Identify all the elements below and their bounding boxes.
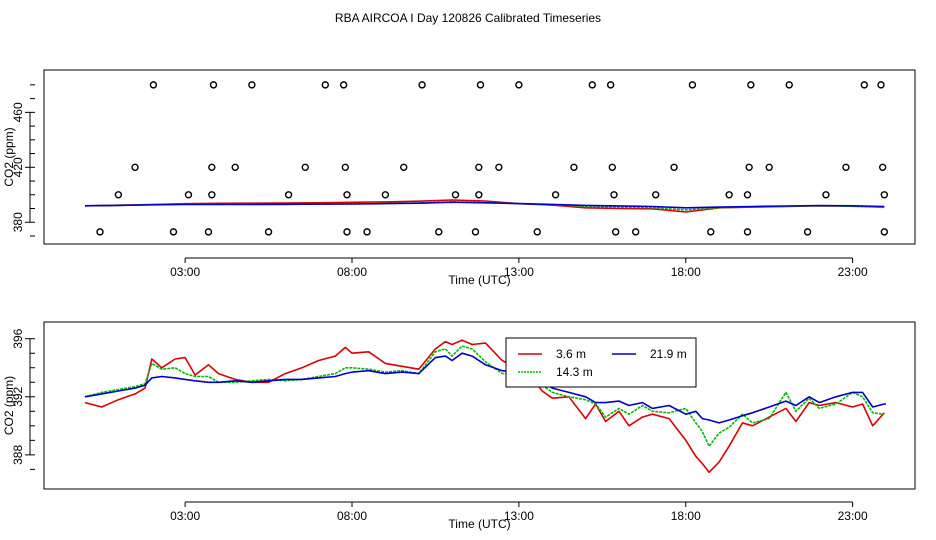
- data-point: [880, 191, 889, 199]
- data-point: [785, 81, 793, 89]
- data-point: [878, 163, 887, 172]
- data-point: [743, 191, 752, 199]
- data-point: [707, 228, 715, 236]
- data-point: [515, 81, 523, 89]
- data-point: [606, 81, 615, 89]
- series-line-21-9-m: [84, 201, 885, 209]
- x-axis-label: Time (UTC): [448, 517, 510, 531]
- legend-label: 21.9 m: [650, 347, 687, 361]
- data-point: [264, 228, 273, 236]
- y-tick-label: 460: [11, 102, 25, 122]
- x-tick-label: 13:00: [504, 265, 534, 279]
- data-point: [495, 163, 503, 172]
- data-point: [208, 163, 216, 172]
- data-point: [231, 163, 239, 172]
- data-point: [551, 191, 560, 199]
- data-point: [631, 228, 640, 236]
- legend: 3.6 m 14.3 m 21.9 m: [505, 337, 697, 388]
- data-point: [418, 81, 426, 89]
- y-tick-label: 420: [11, 157, 25, 177]
- x-axis: 03:00 08:00 13:00 18:00 23:00 Time (UTC): [170, 501, 868, 531]
- data-point: [533, 228, 541, 236]
- figure-title: RBA AIRCOA I Day 120826 Calibrated Times…: [335, 11, 601, 25]
- data-point: [208, 191, 216, 199]
- plot-frame: [43, 69, 916, 245]
- data-point: [743, 228, 752, 236]
- y-tick-label: 392: [11, 386, 25, 406]
- data-point: [381, 191, 390, 199]
- legend-label: 3.6 m: [556, 347, 586, 361]
- data-point: [842, 163, 850, 172]
- data-point: [610, 191, 618, 199]
- data-point: [688, 81, 697, 89]
- data-point: [96, 228, 104, 236]
- legend-label: 14.3 m: [556, 365, 593, 379]
- series-line-3-6-m: [84, 339, 885, 474]
- data-point: [860, 81, 869, 89]
- plot-frame: [43, 321, 916, 490]
- bottom-panel: 03:00 08:00 13:00 18:00 23:00 Time (UTC) 388 39…: [2, 321, 916, 531]
- data-point: [803, 228, 812, 236]
- data-point: [339, 81, 348, 89]
- data-point: [209, 81, 218, 89]
- x-tick-label: 08:00: [337, 265, 367, 279]
- data-point: [343, 228, 351, 236]
- data-point: [400, 163, 408, 172]
- x-tick-label: 18:00: [671, 509, 701, 523]
- data-point: [301, 163, 309, 172]
- data-point: [343, 191, 351, 199]
- data-point: [670, 163, 678, 172]
- data-point: [341, 163, 350, 172]
- y-axis-label: CO2 (ppm): [2, 127, 16, 186]
- data-point: [435, 228, 443, 236]
- data-point: [611, 228, 620, 236]
- x-axis-label: Time (UTC): [448, 273, 510, 287]
- x-tick-label: 13:00: [504, 509, 534, 523]
- data-point: [475, 191, 483, 199]
- data-point: [725, 191, 733, 199]
- data-point: [877, 81, 885, 89]
- x-tick-label: 03:00: [170, 265, 200, 279]
- legend-box: [505, 337, 697, 388]
- data-point: [363, 228, 371, 236]
- data-point: [284, 191, 293, 199]
- data-point: [588, 81, 596, 89]
- x-tick-label: 03:00: [170, 509, 200, 523]
- x-tick-label: 23:00: [838, 509, 868, 523]
- data-point: [745, 163, 753, 172]
- data-point: [169, 228, 178, 236]
- y-tick-label: 388: [11, 445, 25, 465]
- data-point: [131, 163, 139, 172]
- data-point: [475, 163, 483, 172]
- data-point: [880, 228, 889, 236]
- data-point: [184, 191, 193, 199]
- x-tick-label: 08:00: [337, 509, 367, 523]
- y-axis: 388 392 396 CO2 (ppm): [2, 328, 35, 470]
- data-point: [608, 163, 617, 172]
- data-point: [471, 228, 480, 236]
- data-point: [149, 81, 158, 89]
- y-axis-label: CO2 (ppm): [2, 376, 16, 435]
- top-panel: 03:00 08:00 13:00 18:00 23:00 Time (UTC) 380 42…: [2, 69, 916, 287]
- series-line-14-3-m: [84, 345, 885, 447]
- data-point: [451, 191, 460, 199]
- data-point: [652, 191, 660, 199]
- series-line-21-9-m: [84, 352, 886, 424]
- data-point: [747, 81, 755, 89]
- x-axis: 03:00 08:00 13:00 18:00 23:00 Time (UTC): [170, 257, 868, 287]
- data-point: [570, 163, 578, 172]
- data-point: [476, 81, 485, 89]
- data-point: [204, 228, 213, 236]
- x-tick-label: 18:00: [671, 265, 701, 279]
- data-point: [114, 191, 123, 199]
- y-tick-label: 396: [11, 328, 25, 348]
- y-tick-label: 380: [11, 212, 25, 232]
- data-point: [321, 81, 329, 89]
- data-point: [248, 81, 256, 89]
- y-axis: 380 420 460 CO2 (ppm): [2, 84, 35, 237]
- data-point: [765, 163, 773, 172]
- x-tick-label: 23:00: [838, 265, 868, 279]
- data-point: [822, 191, 830, 199]
